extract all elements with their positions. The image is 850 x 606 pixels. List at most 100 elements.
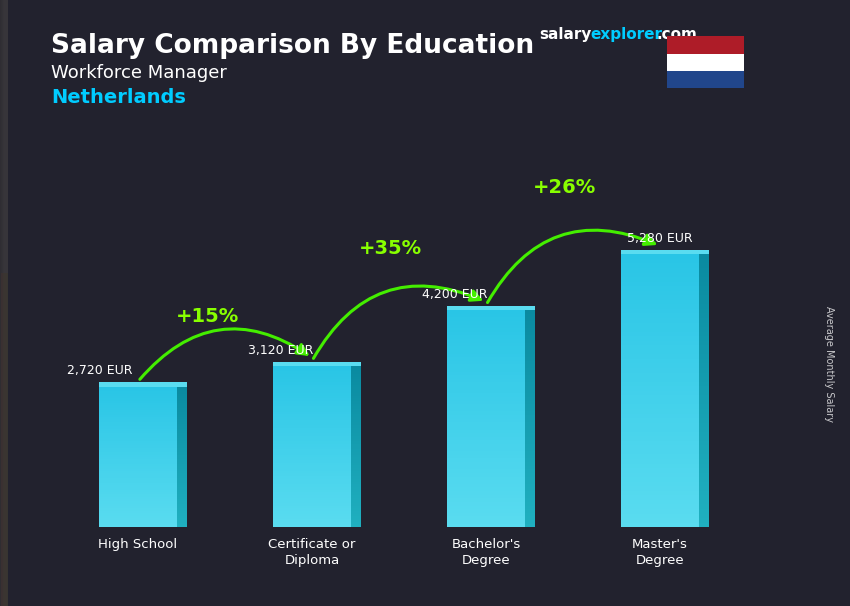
Bar (621, 495, 700, 500)
Bar (0, 0, 4, 606)
Bar (0, 0, 4, 606)
Bar (99, 436, 177, 438)
Bar (525, 433, 535, 437)
Bar (99, 490, 177, 492)
Bar (3, 273, 8, 606)
Bar (447, 484, 525, 487)
Bar (3, 273, 8, 606)
Bar (3, 273, 7, 606)
Bar (2, 0, 6, 606)
Bar (525, 487, 535, 491)
Bar (3, 0, 7, 606)
Bar (3, 0, 8, 606)
Bar (0, 273, 4, 606)
Bar (0, 0, 4, 606)
Bar (1, 273, 5, 606)
Bar (1, 0, 5, 606)
Bar (621, 259, 700, 264)
Bar (351, 487, 360, 490)
Bar (4, 273, 8, 606)
Bar (447, 357, 525, 361)
Bar (3, 0, 7, 606)
Bar (3, 273, 8, 606)
Bar (3, 0, 7, 606)
Bar (351, 449, 360, 452)
Bar (3, 0, 7, 606)
Bar (273, 498, 351, 501)
Bar (3, 273, 7, 606)
Text: salary: salary (540, 27, 592, 42)
Bar (3, 273, 7, 606)
Bar (351, 439, 360, 441)
Bar (1, 273, 5, 606)
Bar (1, 0, 5, 606)
Bar (621, 450, 700, 454)
Bar (2, 273, 6, 606)
Bar (700, 377, 709, 382)
Bar (4, 273, 8, 606)
Bar (177, 448, 187, 450)
Bar (2, 273, 6, 606)
Bar (3, 273, 7, 606)
Bar (177, 413, 187, 415)
Bar (3, 0, 7, 606)
Bar (3, 0, 7, 606)
Bar (621, 327, 700, 331)
Bar (447, 382, 525, 386)
Bar (525, 520, 535, 524)
Bar (351, 430, 360, 433)
Bar (99, 405, 177, 408)
Bar (2, 273, 6, 606)
Bar (3, 0, 7, 606)
Bar (177, 443, 187, 445)
Bar (3, 273, 7, 606)
Bar (447, 415, 525, 419)
Bar (3, 0, 8, 606)
Bar (447, 364, 525, 368)
Bar (0, 0, 4, 606)
Bar (273, 471, 351, 473)
Bar (2, 273, 6, 606)
Bar (3, 0, 8, 606)
Bar (1, 0, 5, 606)
Bar (177, 508, 187, 511)
Bar (2, 273, 6, 606)
Bar (4, 0, 8, 606)
Bar (1, 273, 5, 606)
Bar (1, 0, 5, 606)
Bar (0, 0, 4, 606)
Bar (3, 273, 8, 606)
Bar (621, 504, 700, 509)
Bar (447, 379, 525, 382)
Bar (447, 350, 525, 353)
Bar (3, 273, 7, 606)
Bar (4, 273, 8, 606)
Bar (621, 318, 700, 322)
Bar (3, 0, 7, 606)
Bar (525, 332, 535, 336)
Bar (99, 408, 177, 410)
Bar (99, 485, 177, 487)
Bar (3, 0, 8, 606)
Bar (525, 494, 535, 498)
Bar (447, 444, 525, 448)
Bar (99, 459, 177, 462)
Bar (177, 499, 187, 501)
Bar (0, 0, 4, 606)
Bar (3, 0, 7, 606)
Bar (351, 377, 360, 379)
Bar (621, 309, 700, 313)
Bar (1, 273, 5, 606)
Bar (3, 0, 7, 606)
Bar (700, 504, 709, 509)
Bar (273, 449, 351, 452)
Bar (700, 331, 709, 336)
Bar (447, 390, 525, 393)
Bar (177, 504, 187, 506)
Bar (700, 341, 709, 345)
Text: 2,720 EUR: 2,720 EUR (67, 364, 133, 378)
Bar (1, 273, 5, 606)
Bar (2, 273, 6, 606)
Bar (3, 0, 7, 606)
Bar (3, 273, 8, 606)
